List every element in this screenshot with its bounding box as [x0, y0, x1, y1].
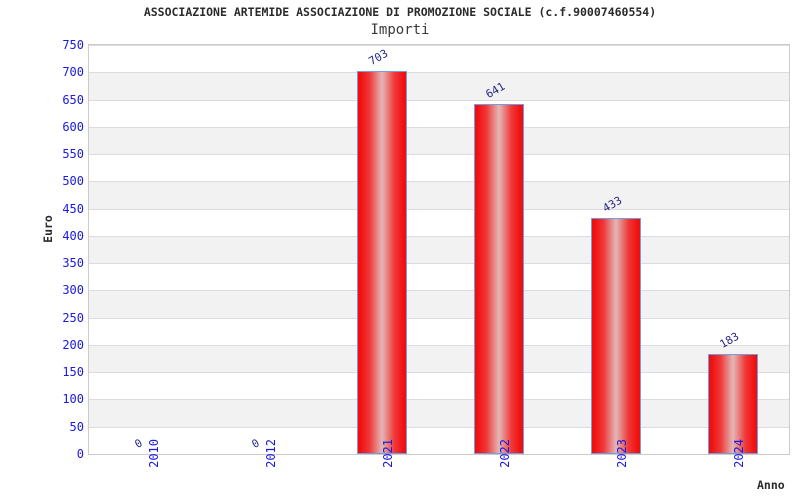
y-axis-tick: 0	[76, 447, 84, 461]
y-axis-tick: 50	[69, 419, 84, 434]
gridline	[89, 154, 789, 156]
y-axis-tick: 300	[62, 283, 84, 298]
gridline	[89, 317, 789, 319]
y-axis-tick: 600	[62, 119, 84, 134]
y-axis-tick: 150	[62, 365, 84, 380]
gridline	[89, 126, 789, 128]
x-axis-tick: 2021	[380, 439, 395, 468]
gridline	[89, 45, 789, 46]
y-axis-tick: 750	[62, 38, 84, 52]
plot-band	[89, 181, 789, 209]
y-axis-tick: 200	[62, 337, 84, 352]
gridline	[89, 426, 789, 428]
x-axis-tick: 2023	[614, 439, 629, 468]
gridline	[89, 372, 789, 374]
plot-band	[89, 344, 789, 373]
gridline	[89, 399, 789, 401]
chart-title: ASSOCIAZIONE ARTEMIDE ASSOCIAZIONE DI PR…	[143, 5, 657, 19]
y-axis-tick: 350	[62, 256, 84, 271]
y-axis-tick: 550	[62, 147, 84, 162]
y-axis-tick: 700	[62, 65, 84, 80]
bar[interactable]	[707, 354, 758, 454]
y-axis-tick: 100	[62, 392, 84, 407]
plot-area	[88, 44, 790, 455]
x-axis-tick: 2012	[263, 439, 278, 468]
gridline	[89, 181, 789, 183]
x-axis-tick: 2024	[731, 439, 746, 468]
chart-subtitle: Importi	[370, 22, 430, 38]
y-axis-tick: 650	[62, 92, 84, 107]
plot-band	[89, 72, 789, 100]
plot-band	[89, 126, 789, 155]
y-axis-tick: 450	[62, 201, 84, 216]
gridline	[89, 99, 789, 101]
gridline	[89, 290, 789, 292]
bar[interactable]	[356, 70, 407, 454]
plot-band	[89, 235, 789, 264]
gridline	[89, 235, 789, 237]
y-axis-title: Euro	[40, 215, 55, 243]
plot-band	[89, 399, 789, 427]
x-axis-tick: 2010	[146, 439, 161, 468]
bar[interactable]	[473, 104, 524, 454]
y-axis-tick: 500	[62, 174, 84, 189]
gridline	[89, 263, 789, 265]
plot-band	[89, 290, 789, 318]
y-axis-tick: 400	[62, 228, 84, 243]
gridline	[89, 72, 789, 74]
x-axis-title: Anno	[757, 478, 785, 492]
x-axis-tick: 2022	[497, 439, 512, 468]
gridline	[89, 344, 789, 346]
y-axis-tick: 250	[62, 310, 84, 325]
gridline	[89, 208, 789, 210]
bar[interactable]	[590, 217, 641, 454]
